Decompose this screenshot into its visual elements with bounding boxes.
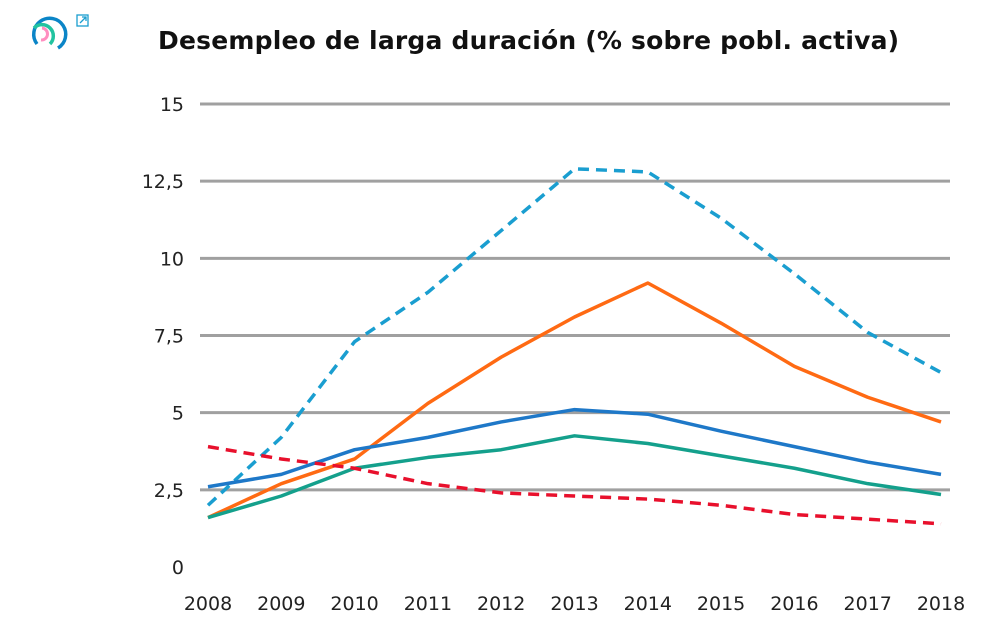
y-tick-label: 12,5 [142,171,184,193]
series-line-4 [207,434,942,520]
y-tick-label: 15 [160,94,184,116]
x-tick-label: 2010 [330,593,378,615]
logo-inner-ring [40,26,49,42]
x-tick-label: 2016 [770,593,818,615]
x-tick-label: 2009 [257,593,305,615]
logo [31,16,68,50]
chart-title: Desempleo de larga duración (% sobre pob… [158,26,900,55]
x-tick-label: 2017 [844,593,892,615]
x-tick-label: 2013 [550,593,598,615]
x-tick-label: 2008 [184,593,232,615]
x-tick-label: 2014 [624,593,672,615]
y-tick-label: 7,5 [154,326,184,348]
y-tick-label: 10 [160,248,184,270]
y-tick-label: 0 [172,557,184,579]
logo-outer-ring [31,16,68,50]
x-tick-label: 2012 [477,593,525,615]
external-link-icon[interactable] [76,14,89,27]
x-tick-label: 2018 [917,593,965,615]
y-tick-label: 5 [172,403,184,425]
series-line-5 [207,444,942,526]
y-tick-label: 2,5 [154,480,184,502]
series-line-1 [206,167,942,507]
logo-middle-ring [32,22,56,46]
x-tick-label: 2011 [404,593,452,615]
x-tick-label: 2015 [697,593,745,615]
